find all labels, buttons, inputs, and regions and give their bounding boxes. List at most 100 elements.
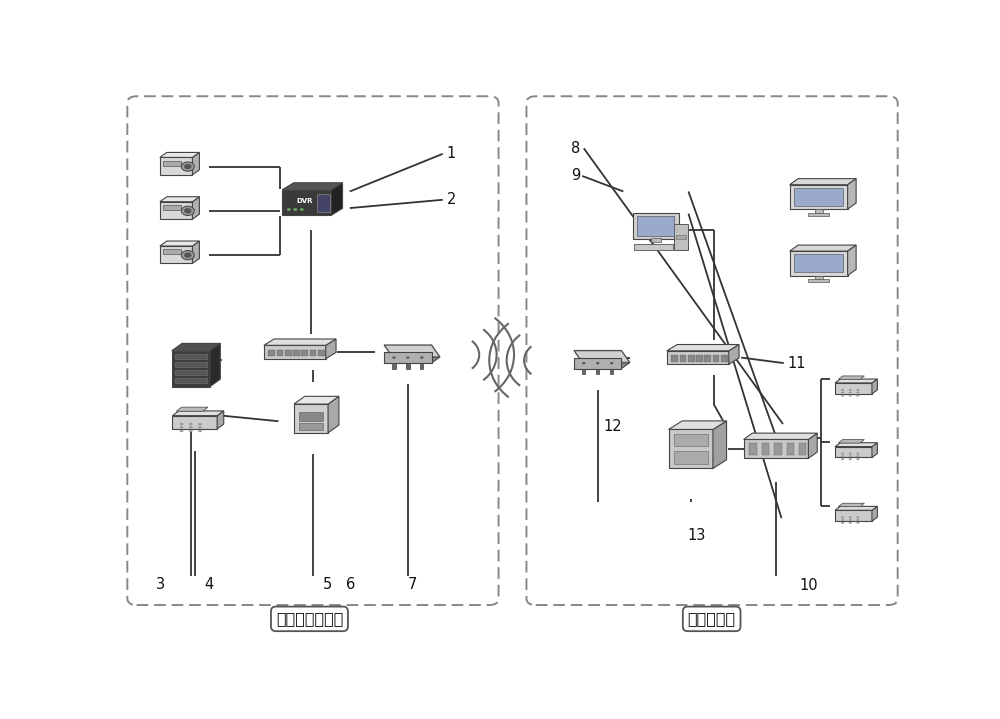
Polygon shape [872,379,877,394]
Polygon shape [704,355,711,362]
Text: 4: 4 [204,577,213,592]
Polygon shape [848,178,856,209]
Circle shape [181,162,194,171]
Polygon shape [633,213,679,239]
Polygon shape [264,345,326,359]
Polygon shape [667,344,739,351]
Circle shape [184,252,191,258]
Polygon shape [835,379,877,383]
Polygon shape [721,355,728,362]
Polygon shape [282,183,343,190]
Circle shape [406,357,410,359]
Circle shape [189,429,193,432]
Polygon shape [835,506,877,510]
Circle shape [841,458,844,460]
Circle shape [392,357,396,359]
Polygon shape [172,411,224,416]
Polygon shape [787,443,794,455]
Polygon shape [815,209,823,213]
Polygon shape [808,433,817,459]
Polygon shape [217,411,224,429]
Polygon shape [282,190,331,215]
Polygon shape [326,339,336,359]
Polygon shape [674,452,708,464]
Circle shape [198,426,202,429]
Circle shape [856,392,859,394]
Polygon shape [838,439,864,443]
FancyBboxPatch shape [127,96,499,605]
Polygon shape [790,185,848,209]
Polygon shape [160,241,199,246]
Circle shape [841,389,844,391]
Polygon shape [835,383,872,394]
Polygon shape [318,350,325,356]
Polygon shape [848,245,856,275]
Polygon shape [268,350,275,356]
Polygon shape [294,404,328,433]
Polygon shape [790,245,856,251]
Polygon shape [176,407,208,411]
Polygon shape [596,369,599,375]
Polygon shape [637,216,674,237]
Circle shape [841,522,844,524]
Circle shape [180,423,183,426]
Circle shape [184,209,191,214]
Circle shape [420,357,423,359]
Polygon shape [160,197,199,202]
Polygon shape [676,234,686,239]
Polygon shape [384,352,432,363]
Polygon shape [384,345,440,357]
Text: 地面监控室: 地面监控室 [688,611,736,626]
Circle shape [180,429,183,432]
Polygon shape [774,443,782,455]
Polygon shape [310,350,316,356]
Polygon shape [160,152,199,157]
Polygon shape [160,157,192,175]
Text: 6: 6 [346,577,355,592]
Text: 2: 2 [447,192,456,207]
Polygon shape [729,344,739,365]
Polygon shape [175,362,207,367]
Circle shape [849,522,852,524]
Polygon shape [175,378,207,383]
Text: 1: 1 [447,147,456,161]
Polygon shape [172,416,217,429]
Polygon shape [328,396,339,433]
Polygon shape [808,213,829,216]
Circle shape [856,519,859,521]
Polygon shape [674,434,708,446]
Circle shape [856,516,859,518]
Polygon shape [713,355,719,362]
Circle shape [849,452,852,454]
Text: DVR: DVR [297,198,313,204]
Circle shape [849,519,852,521]
Circle shape [841,519,844,521]
Circle shape [184,164,191,169]
Text: 3: 3 [156,577,165,592]
Polygon shape [680,355,686,362]
Polygon shape [799,443,806,455]
Polygon shape [392,363,396,369]
Polygon shape [713,421,727,468]
Circle shape [293,208,297,211]
Polygon shape [582,369,585,375]
Polygon shape [160,202,192,219]
Circle shape [610,362,613,365]
Circle shape [849,395,852,397]
Polygon shape [794,188,843,206]
Text: 10: 10 [799,578,818,593]
Circle shape [596,362,599,365]
Polygon shape [299,423,323,429]
Polygon shape [160,246,192,263]
Polygon shape [331,183,343,215]
Circle shape [189,426,193,429]
Polygon shape [299,412,323,421]
Circle shape [841,452,844,454]
Circle shape [849,389,852,391]
Circle shape [856,452,859,454]
Polygon shape [651,238,661,242]
Polygon shape [674,224,688,250]
Polygon shape [696,355,703,362]
Circle shape [841,392,844,394]
Circle shape [180,426,183,429]
